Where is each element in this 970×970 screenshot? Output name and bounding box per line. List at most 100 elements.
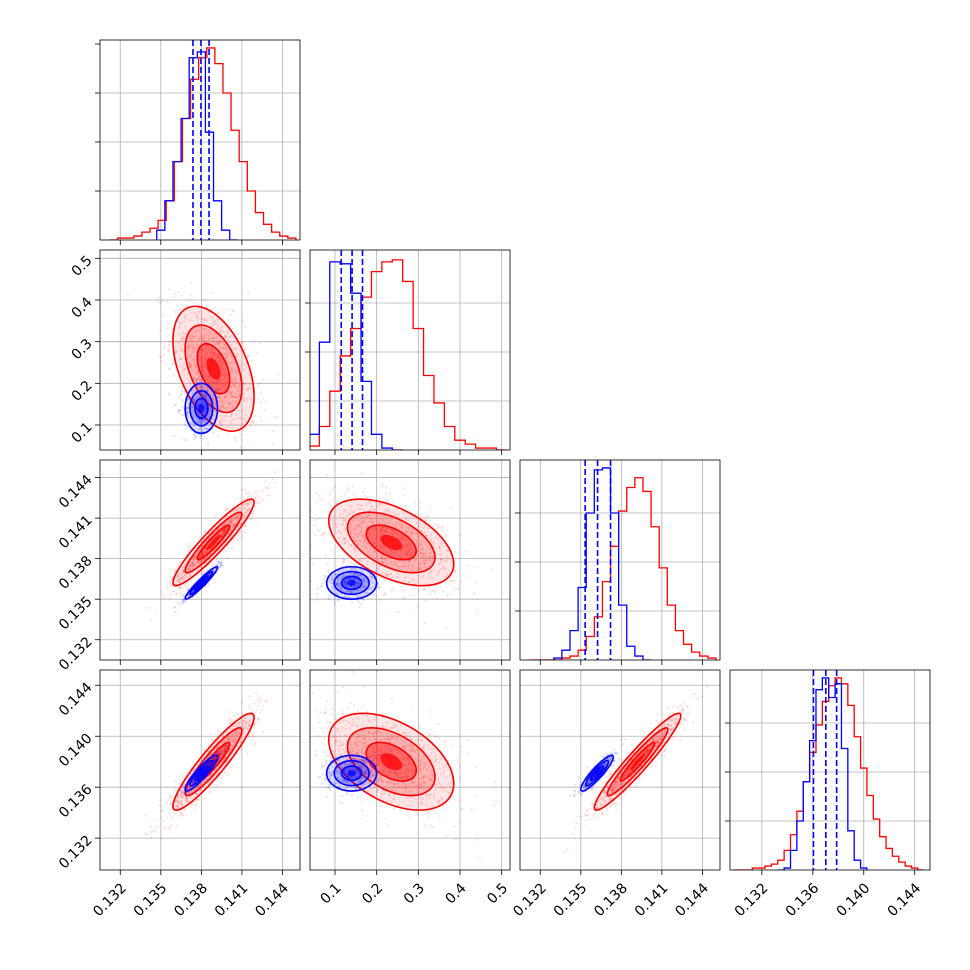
scatter-point [350,529,353,533]
scatter-point [344,539,347,543]
scatter-point [162,347,166,350]
scatter-point [165,801,168,804]
scatter-point [200,370,204,373]
scatter-point [168,812,172,815]
scatter-point [382,550,385,553]
scatter-point [390,549,393,552]
scatter-point [225,356,228,359]
scatter-point [415,532,419,535]
scatter-point [421,555,425,558]
scatter-point [192,348,196,351]
scatter-point [385,529,388,532]
scatter-point [475,611,478,615]
scatter-point [174,351,177,355]
scatter-point [420,515,423,518]
scatter-point [234,386,237,389]
scatter-point [208,416,211,419]
scatter-point [214,515,217,518]
scatter-point [200,339,204,342]
scatter-point [367,520,370,523]
scatter-point [193,301,197,304]
scatter-point [388,527,391,530]
scatter-point [202,318,205,321]
scatter-point [195,406,198,409]
panel-0-0 [100,40,300,240]
scatter-point [216,389,219,392]
scatter-point [170,795,173,798]
scatter-point [227,518,231,521]
scatter-point [235,516,238,519]
scatter-point [372,562,375,565]
scatter-point [206,568,209,572]
scatter-point [401,556,404,560]
scatter-point [400,548,403,551]
scatter-point [445,555,448,558]
scatter-point [229,521,233,524]
scatter-point [186,400,190,403]
scatter-point [209,316,212,319]
scatter-point [383,546,386,549]
scatter-point [178,587,182,590]
scatter-point [374,526,377,529]
scatter-point [235,348,238,351]
scatter-point [203,748,206,751]
scatter-point [204,417,208,420]
scatter-point [375,595,378,598]
scatter-point [388,493,391,496]
scatter-point [241,502,245,506]
contour-0-3 [206,534,221,550]
scatter-point [220,534,223,537]
scatter-point [244,511,247,514]
scatter-point [233,714,236,717]
scatter-point [220,366,223,369]
scatter-point [231,310,234,313]
scatter-point [182,374,186,377]
scatter-point [355,496,358,499]
scatter-point [184,423,187,427]
scatter-point [245,502,248,505]
scatter-point [198,392,201,395]
scatter-point [362,508,365,511]
scatter-point [239,506,242,509]
scatter-point [200,429,203,432]
scatter-point [233,383,236,387]
scatter-point [225,432,229,435]
scatter-point [232,525,235,529]
scatter-point [210,379,213,383]
scatter-point [250,420,253,423]
scatter-point [442,589,445,593]
scatter-point [225,353,228,356]
scatter-point [199,385,202,388]
scatter-point [197,344,200,347]
scatter-point [212,320,215,323]
scatter-point [202,394,206,397]
scatter-point [227,546,230,549]
scatter-point [396,575,400,579]
scatter-point [236,712,239,716]
scatter-point [195,418,198,421]
scatter-point [200,379,203,382]
scatter-point [237,386,240,389]
scatter-point [201,550,204,554]
scatter-point [230,521,233,524]
scatter-point [168,344,171,347]
scatter-point [375,537,378,540]
y-tick-label: 0.2 [69,378,96,405]
scatter-point [315,518,318,521]
scatter-point [351,510,354,514]
scatter-point [189,766,192,769]
scatter-point [220,372,224,376]
scatter-point [276,372,279,376]
scatter-point [229,393,232,396]
scatter-point [219,400,222,404]
scatter-point [192,377,195,380]
scatter-point [205,356,209,360]
scatter-point [249,499,252,502]
scatter-point [244,488,247,491]
scatter-point [198,379,201,382]
scatter-point [242,363,246,366]
scatter-point [242,392,245,396]
scatter-point [237,395,240,399]
scatter-point [246,356,249,359]
scatter-point [246,355,250,358]
